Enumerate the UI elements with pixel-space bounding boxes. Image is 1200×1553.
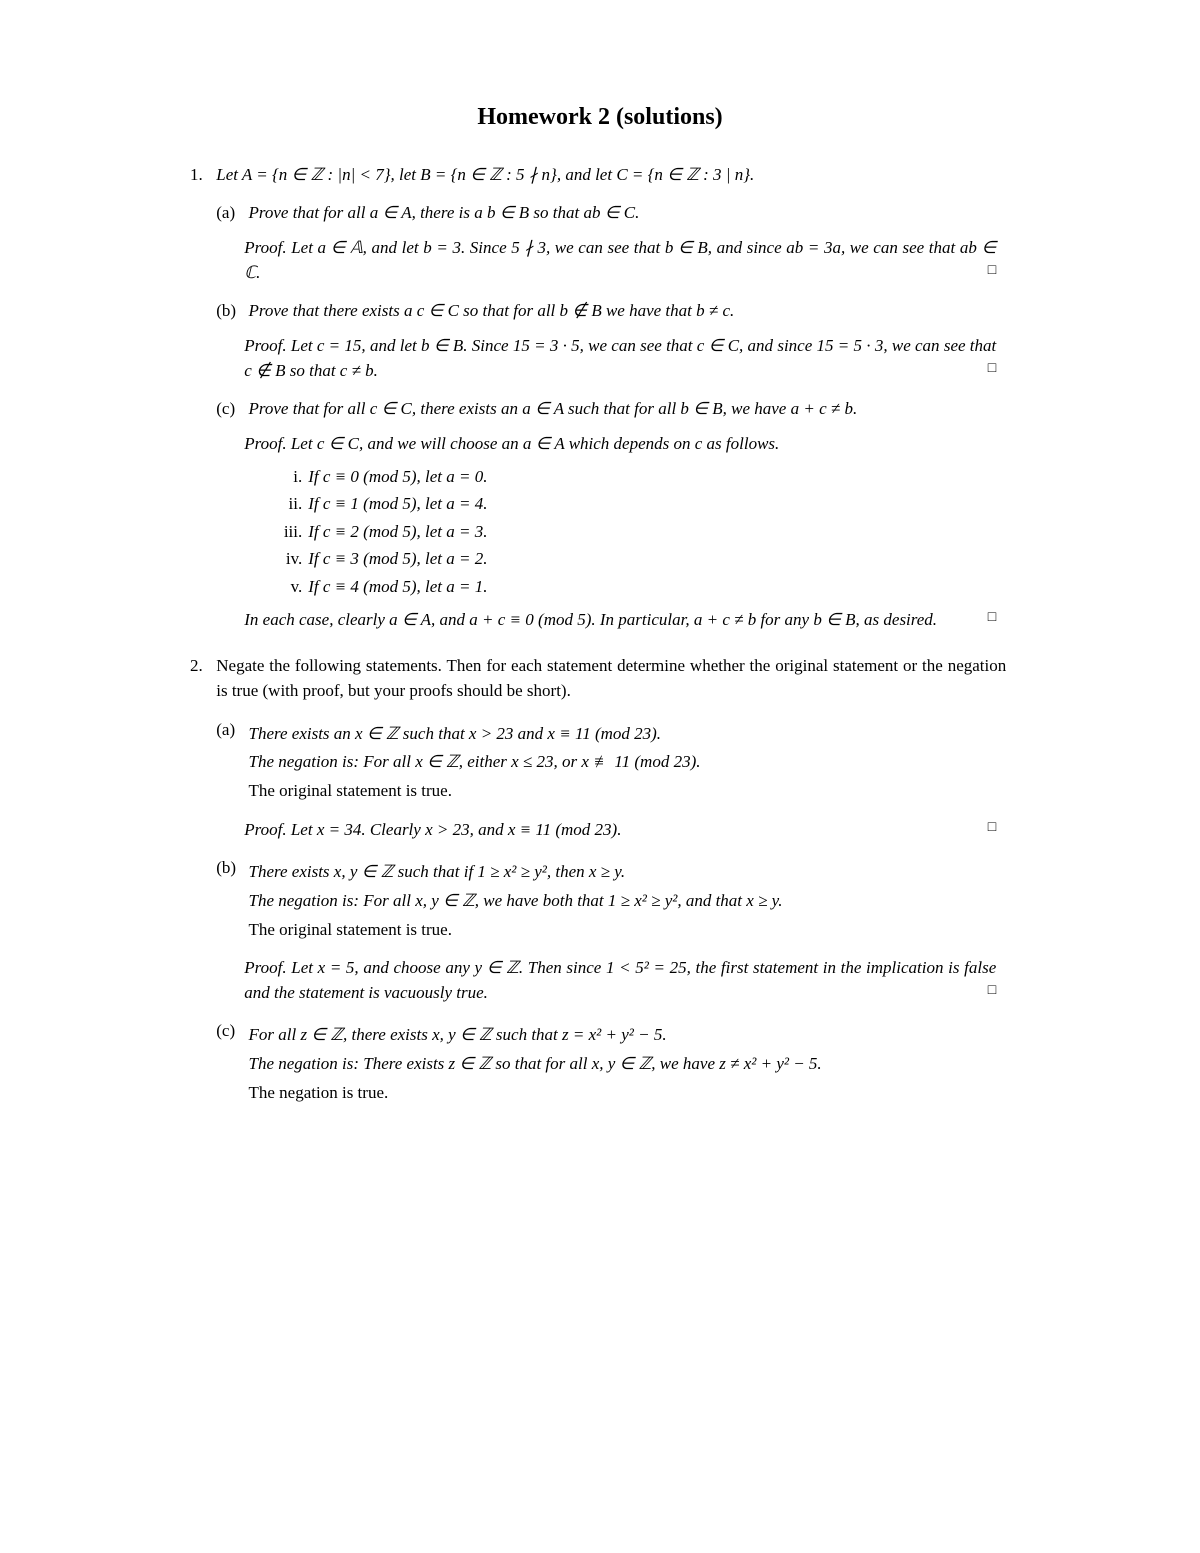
problem-1: 1. Let A = {n ∈ ℤ : |n| < 7}, let B = {n… <box>190 163 1010 633</box>
problem-1-number: 1. <box>190 163 212 188</box>
problem-2c-statement: For all z ∈ ℤ, there exists x, y ∈ ℤ suc… <box>249 1023 1001 1048</box>
problem-2b-proof: Proof. Let x = 5, and choose any y ∈ ℤ. … <box>244 956 996 1005</box>
problem-2a-statement: There exists an x ∈ ℤ such that x > 23 a… <box>249 722 1001 747</box>
case-label: iv. <box>272 547 302 572</box>
problem-1a-question: Prove that for all a ∈ A, there is a b ∈… <box>249 201 1001 226</box>
problem-1c-proof-intro: Let c ∈ C, and we will choose an a ∈ A w… <box>291 434 779 453</box>
case-label: ii. <box>272 492 302 517</box>
problem-2c: (c) For all z ∈ ℤ, there exists x, y ∈ ℤ… <box>216 1019 1006 1109</box>
problem-1a: (a) Prove that for all a ∈ A, there is a… <box>216 201 1006 226</box>
problem-1c-proof: Proof. Let c ∈ C, and we will choose an … <box>244 432 996 632</box>
qed-icon: □ <box>988 261 996 281</box>
problem-1b-question: Prove that there exists a c ∈ C so that … <box>249 299 1001 324</box>
problem-1c-proof-end: In each case, clearly a ∈ A, and a + c ≡… <box>244 610 937 629</box>
problem-1c-question: Prove that for all c ∈ C, there exists a… <box>249 397 1001 422</box>
problem-1a-proof-text: Let a ∈ 𝔸, and let b = 3. Since 5 ∤ 3, w… <box>244 238 996 282</box>
proof-label: Proof. <box>244 434 286 453</box>
case-text: If c ≡ 4 (mod 5), let a = 1. <box>308 577 487 596</box>
case-item: ii. If c ≡ 1 (mod 5), let a = 4. <box>272 492 996 517</box>
proof-label: Proof. <box>244 336 286 355</box>
problem-2a-body: There exists an x ∈ ℤ such that x > 23 a… <box>249 718 1001 808</box>
problem-2a: (a) There exists an x ∈ ℤ such that x > … <box>216 718 1006 808</box>
case-item: iv. If c ≡ 3 (mod 5), let a = 2. <box>272 547 996 572</box>
problem-2a-proof-text: Let x = 34. Clearly x > 23, and x ≡ 11 (… <box>291 820 622 839</box>
problem-2b: (b) There exists x, y ∈ ℤ such that if 1… <box>216 856 1006 946</box>
problem-1b-label: (b) <box>216 299 244 324</box>
problem-2-body: Negate the following statements. Then fo… <box>216 654 1006 1115</box>
case-text: If c ≡ 3 (mod 5), let a = 2. <box>308 549 487 568</box>
problem-2b-negation: The negation is: For all x, y ∈ ℤ, we ha… <box>249 889 1001 914</box>
problem-2c-which: The negation is true. <box>249 1081 1001 1106</box>
problem-1b: (b) Prove that there exists a c ∈ C so t… <box>216 299 1006 324</box>
page-title: Homework 2 (solutions) <box>190 100 1010 135</box>
case-item: i. If c ≡ 0 (mod 5), let a = 0. <box>272 465 996 490</box>
problem-2a-which: The original statement is true. <box>249 779 1001 804</box>
problem-2b-label: (b) <box>216 856 244 881</box>
problem-2-number: 2. <box>190 654 212 679</box>
qed-icon: □ <box>988 359 996 379</box>
problem-1c-label: (c) <box>216 397 244 422</box>
proof-label: Proof. <box>244 820 286 839</box>
problem-2c-body: For all z ∈ ℤ, there exists x, y ∈ ℤ suc… <box>249 1019 1001 1109</box>
problem-2c-negation: The negation is: There exists z ∈ ℤ so t… <box>249 1052 1001 1077</box>
case-item: v. If c ≡ 4 (mod 5), let a = 1. <box>272 575 996 600</box>
qed-icon: □ <box>988 981 996 1001</box>
case-label: iii. <box>272 520 302 545</box>
problem-2a-proof: Proof. Let x = 34. Clearly x > 23, and x… <box>244 818 996 843</box>
problem-2: 2. Negate the following statements. Then… <box>190 654 1010 1115</box>
case-label: i. <box>272 465 302 490</box>
problem-1a-proof: Proof. Let a ∈ 𝔸, and let b = 3. Since 5… <box>244 236 996 285</box>
problem-1b-proof-text: Let c = 15, and let b ∈ B. Since 15 = 3 … <box>244 336 996 380</box>
document-page: Homework 2 (solutions) 1. Let A = {n ∈ ℤ… <box>100 0 1100 1197</box>
qed-icon: □ <box>988 608 996 628</box>
problem-2a-negation: The negation is: For all x ∈ ℤ, either x… <box>249 750 1001 775</box>
problem-2b-statement: There exists x, y ∈ ℤ such that if 1 ≥ x… <box>249 860 1001 885</box>
problem-2b-which: The original statement is true. <box>249 918 1001 943</box>
proof-label: Proof. <box>244 238 286 257</box>
problem-2a-label: (a) <box>216 718 244 743</box>
problem-2b-proof-text: Let x = 5, and choose any y ∈ ℤ. Then si… <box>244 958 996 1002</box>
problem-2c-label: (c) <box>216 1019 244 1044</box>
qed-icon: □ <box>988 818 996 838</box>
problem-2-intro: Negate the following statements. Then fo… <box>216 656 1006 700</box>
problem-2b-body: There exists x, y ∈ ℤ such that if 1 ≥ x… <box>249 856 1001 946</box>
problem-1a-label: (a) <box>216 201 244 226</box>
problem-1c: (c) Prove that for all c ∈ C, there exis… <box>216 397 1006 422</box>
case-text: If c ≡ 2 (mod 5), let a = 3. <box>308 522 487 541</box>
case-text: If c ≡ 1 (mod 5), let a = 4. <box>308 494 487 513</box>
problem-1-intro: Let A = {n ∈ ℤ : |n| < 7}, let B = {n ∈ … <box>216 165 754 184</box>
proof-label: Proof. <box>244 958 286 977</box>
problem-1-body: Let A = {n ∈ ℤ : |n| < 7}, let B = {n ∈ … <box>216 163 1006 633</box>
case-text: If c ≡ 0 (mod 5), let a = 0. <box>308 467 487 486</box>
case-item: iii. If c ≡ 2 (mod 5), let a = 3. <box>272 520 996 545</box>
problem-1c-cases: i. If c ≡ 0 (mod 5), let a = 0. ii. If c ≡ … <box>272 465 996 600</box>
case-label: v. <box>272 575 302 600</box>
problem-1b-proof: Proof. Let c = 15, and let b ∈ B. Since … <box>244 334 996 383</box>
